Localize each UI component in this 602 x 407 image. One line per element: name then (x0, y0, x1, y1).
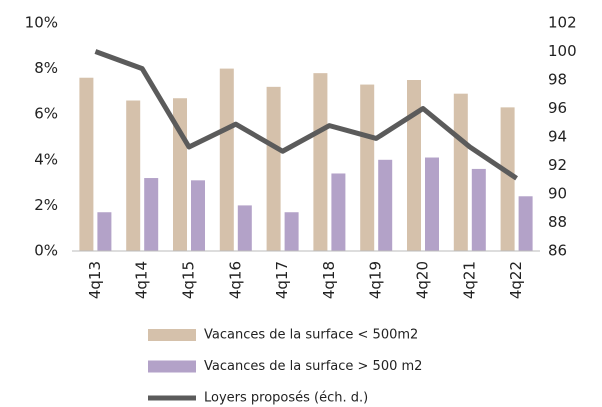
line (94, 49, 518, 181)
bar (378, 159, 393, 251)
bar (266, 86, 281, 251)
bar (360, 84, 375, 251)
y2-tick-label: 92 (548, 156, 567, 174)
bar (471, 168, 486, 251)
x-tick-label: 4q20 (414, 261, 432, 299)
bar (407, 80, 421, 251)
legend-swatch (148, 360, 196, 373)
x-tick-label: 4q22 (507, 261, 525, 299)
y-tick-label: 0% (34, 242, 58, 260)
y2-tick-label: 94 (548, 128, 567, 146)
bar (500, 107, 515, 251)
y-tick-label: 4% (34, 150, 58, 168)
bar (237, 205, 252, 251)
y2-tick-label: 96 (548, 99, 567, 117)
bar (425, 157, 439, 251)
x-tick-label: 4q18 (320, 261, 338, 299)
bar (518, 196, 533, 251)
legend-label: Vacances de la surface < 500m2 (204, 328, 418, 343)
y2-tick-label: 98 (548, 71, 567, 89)
x-tick-label: 4q13 (86, 261, 104, 299)
legend-label: Vacances de la surface > 500 m2 (204, 359, 422, 374)
legend-label: Loyers proposés (éch. d.) (204, 391, 368, 406)
x-tick-label: 4q16 (226, 261, 244, 299)
y-tick-label: 8% (34, 59, 58, 77)
bar (284, 212, 299, 251)
bar (313, 73, 328, 251)
x-tick-label: 4q15 (180, 261, 198, 299)
y2-tick-label: 90 (548, 185, 567, 203)
x-tick-label: 4q21 (460, 261, 478, 299)
bar (79, 77, 94, 251)
y-tick-label: 10% (25, 14, 58, 32)
y2-tick-label: 88 (548, 213, 567, 231)
y-tick-label: 2% (34, 196, 58, 214)
bar (453, 93, 468, 252)
bar (191, 180, 205, 251)
legend-swatch (148, 329, 196, 341)
y2-tick-label: 102 (548, 14, 577, 32)
bar (331, 173, 346, 251)
x-tick-label: 4q14 (133, 261, 151, 299)
x-tick-label: 4q17 (273, 261, 291, 299)
bar (219, 68, 234, 251)
bar (97, 212, 112, 251)
bar (144, 178, 159, 251)
bar (126, 100, 141, 252)
x-tick-label: 4q19 (367, 261, 385, 299)
y2-tick-label: 86 (548, 242, 567, 260)
y2-tick-label: 100 (548, 42, 577, 60)
y-tick-label: 6% (34, 105, 58, 123)
